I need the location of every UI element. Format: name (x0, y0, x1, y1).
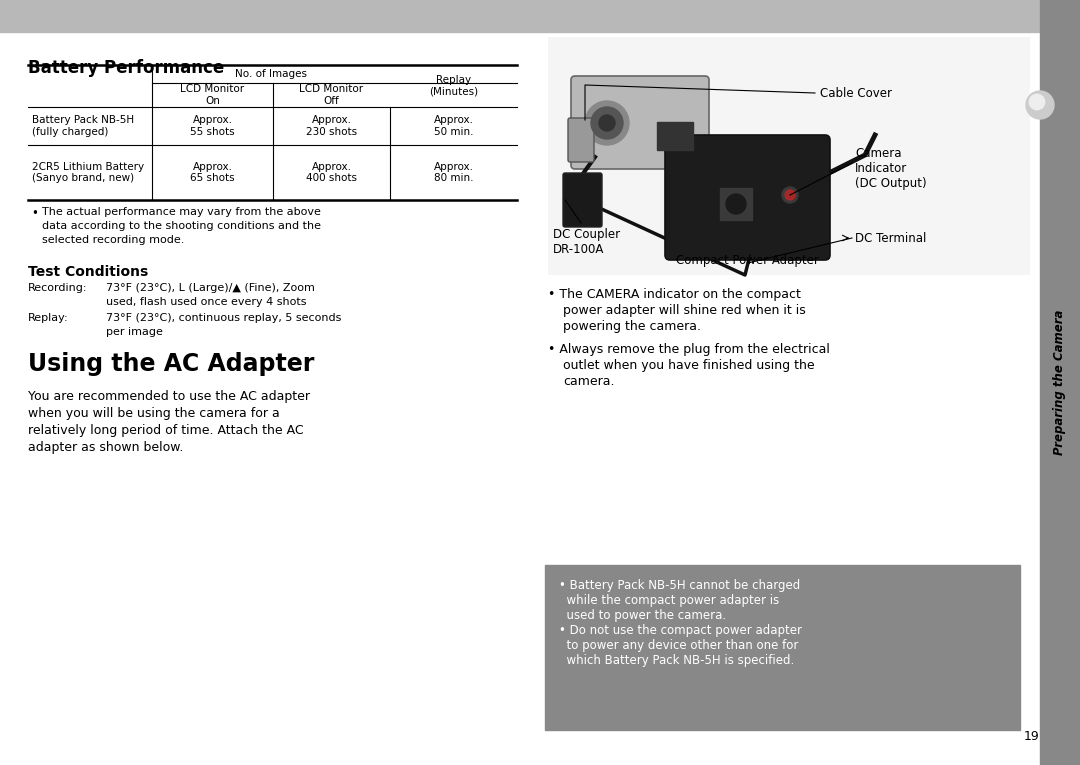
Text: 73°F (23°C), L (Large)/▲ (Fine), Zoom: 73°F (23°C), L (Large)/▲ (Fine), Zoom (106, 283, 315, 293)
Circle shape (585, 101, 629, 145)
Circle shape (726, 194, 746, 214)
Text: 19: 19 (1024, 730, 1040, 743)
FancyBboxPatch shape (568, 118, 594, 162)
Text: which Battery Pack NB-5H is specified.: which Battery Pack NB-5H is specified. (559, 654, 794, 667)
Text: LCD Monitor
Off: LCD Monitor Off (299, 84, 364, 106)
FancyBboxPatch shape (571, 76, 708, 169)
Text: Cable Cover: Cable Cover (820, 86, 892, 99)
Text: DC Coupler
DR-100A: DC Coupler DR-100A (553, 228, 620, 256)
Text: per image: per image (106, 327, 163, 337)
Text: Preparing the Camera: Preparing the Camera (1053, 309, 1067, 454)
Text: used to power the camera.: used to power the camera. (559, 609, 726, 622)
Text: • The CAMERA indicator on the compact: • The CAMERA indicator on the compact (548, 288, 801, 301)
Circle shape (599, 115, 615, 131)
Text: powering the camera.: powering the camera. (563, 320, 701, 333)
Text: Battery Performance: Battery Performance (28, 59, 225, 77)
Text: to power any device other than one for: to power any device other than one for (559, 639, 798, 652)
FancyBboxPatch shape (563, 173, 602, 227)
Text: 73°F (23°C), continuous replay, 5 seconds: 73°F (23°C), continuous replay, 5 second… (106, 313, 341, 323)
Text: Battery Pack NB-5H
(fully charged): Battery Pack NB-5H (fully charged) (32, 116, 134, 137)
Bar (720, 188, 752, 220)
Text: 2CR5 Lithium Battery
(Sanyo brand, new): 2CR5 Lithium Battery (Sanyo brand, new) (32, 161, 144, 184)
Text: No. of Images: No. of Images (235, 69, 307, 79)
Text: camera.: camera. (563, 375, 615, 388)
Text: Approx.
55 shots: Approx. 55 shots (190, 116, 234, 137)
FancyBboxPatch shape (665, 135, 831, 260)
Text: The actual performance may vary from the above
data according to the shooting co: The actual performance may vary from the… (42, 207, 321, 245)
Text: Approx.
400 shots: Approx. 400 shots (306, 161, 357, 184)
Bar (548, 37, 1030, 275)
Text: Test Conditions: Test Conditions (28, 265, 148, 279)
Text: LCD Monitor
On: LCD Monitor On (180, 84, 244, 106)
Text: Using the AC Adapter: Using the AC Adapter (28, 352, 314, 376)
Text: Approx.
65 shots: Approx. 65 shots (190, 161, 234, 184)
Text: Compact Power Adapter: Compact Power Adapter (676, 254, 819, 267)
Text: Approx.
80 min.: Approx. 80 min. (433, 161, 473, 184)
Text: • Always remove the plug from the electrical: • Always remove the plug from the electr… (548, 343, 829, 356)
Circle shape (1029, 94, 1044, 109)
Text: used, flash used once every 4 shots: used, flash used once every 4 shots (106, 297, 307, 307)
Text: Approx.
230 shots: Approx. 230 shots (306, 116, 357, 137)
Text: Replay
(Minutes): Replay (Minutes) (429, 75, 478, 97)
Text: You are recommended to use the AC adapter: You are recommended to use the AC adapte… (28, 390, 310, 403)
Circle shape (782, 187, 798, 203)
Circle shape (785, 190, 795, 200)
Bar (657, 122, 693, 150)
Bar (545, 565, 1020, 730)
Text: Replay:: Replay: (28, 313, 69, 323)
Text: when you will be using the camera for a: when you will be using the camera for a (28, 407, 280, 420)
Text: power adapter will shine red when it is: power adapter will shine red when it is (563, 304, 806, 317)
Text: relatively long period of time. Attach the AC: relatively long period of time. Attach t… (28, 424, 303, 437)
Text: DC Terminal: DC Terminal (855, 232, 927, 245)
Bar (1040, 0, 1080, 765)
Circle shape (1026, 91, 1054, 119)
Text: adapter as shown below.: adapter as shown below. (28, 441, 184, 454)
Text: • Battery Pack NB-5H cannot be charged: • Battery Pack NB-5H cannot be charged (559, 579, 800, 592)
Text: Approx.
50 min.: Approx. 50 min. (433, 116, 473, 137)
Text: Camera
Indicator
(DC Output): Camera Indicator (DC Output) (855, 147, 927, 190)
Circle shape (591, 107, 623, 139)
Text: •: • (31, 207, 38, 220)
Bar (0, 0, 1080, 32)
Text: Recording:: Recording: (28, 283, 87, 293)
Text: • Do not use the compact power adapter: • Do not use the compact power adapter (559, 624, 802, 637)
Text: outlet when you have finished using the: outlet when you have finished using the (563, 359, 814, 372)
Text: while the compact power adapter is: while the compact power adapter is (559, 594, 780, 607)
